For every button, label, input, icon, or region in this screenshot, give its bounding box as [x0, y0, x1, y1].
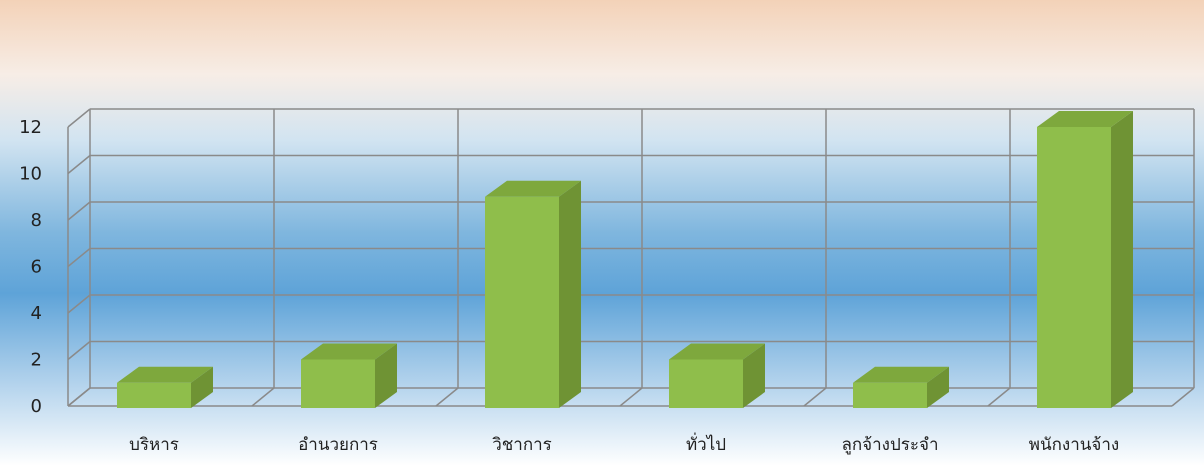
bar-top-face — [669, 343, 765, 360]
bar-3 — [485, 180, 581, 408]
bar-front-face — [853, 382, 927, 408]
gridline-floor — [67, 387, 91, 407]
bar-side-face — [927, 366, 949, 408]
bar-front-face — [669, 359, 743, 408]
y-tick-label: 10 — [19, 164, 42, 185]
bar-front-face — [485, 196, 559, 408]
gridline-floor — [435, 387, 459, 407]
x-category-label: วิชาการ — [492, 435, 552, 455]
gridline-floor — [251, 387, 275, 407]
y-tick-label: 4 — [31, 303, 42, 324]
bar-1 — [117, 366, 213, 408]
y-tick-label: 6 — [31, 257, 42, 278]
gridline-left-wall — [67, 294, 91, 314]
gridlines — [67, 108, 1195, 407]
bar-top-face — [485, 180, 581, 197]
bar-side-face — [1111, 111, 1133, 408]
bar-top-face — [1037, 111, 1133, 127]
gridline-floor — [1171, 387, 1195, 407]
gridline-left-wall — [67, 108, 91, 128]
bar-side-face — [559, 180, 581, 408]
bar-top-face — [117, 366, 213, 383]
bar-top-face — [301, 343, 397, 360]
x-category-label: ลูกจ้างประจำ — [841, 435, 938, 455]
bar-front-face — [117, 382, 191, 408]
bar-4 — [669, 343, 765, 408]
x-category-label: พนักงานจ้าง — [1029, 435, 1119, 455]
x-axis-category-labels: บริหาร อำนวยการ วิชาการ ทั่วไป ลูกจ้างประจำ พ… — [129, 432, 1119, 455]
bar-side-face — [375, 343, 397, 408]
gridline-floor — [987, 387, 1011, 407]
bar-front-face — [301, 359, 375, 408]
gridline-floor — [803, 387, 827, 407]
y-tick-label: 12 — [19, 117, 42, 138]
y-tick-label: 8 — [31, 210, 42, 231]
x-category-label: ทั่วไป — [686, 432, 726, 455]
gridline-left-wall — [67, 340, 91, 361]
y-axis-tick-labels: 0 2 4 6 8 10 12 — [19, 117, 42, 417]
bar-side-face — [191, 366, 213, 408]
bar-top-face — [853, 366, 949, 383]
y-tick-label: 2 — [31, 350, 42, 371]
y-tick-label: 0 — [31, 396, 42, 417]
bar-6 — [1037, 111, 1133, 408]
gridline-left-wall — [67, 247, 91, 268]
gridline-left-wall — [67, 154, 91, 175]
bar-5 — [853, 366, 949, 408]
x-category-label: บริหาร — [129, 435, 179, 455]
bar-side-face — [743, 343, 765, 408]
bar-front-face — [1037, 127, 1111, 408]
bar-2 — [301, 343, 397, 408]
x-category-label: อำนวยการ — [298, 435, 378, 455]
gridline-left-wall — [67, 201, 91, 221]
gridline-floor — [619, 387, 643, 407]
bars — [117, 111, 1133, 408]
